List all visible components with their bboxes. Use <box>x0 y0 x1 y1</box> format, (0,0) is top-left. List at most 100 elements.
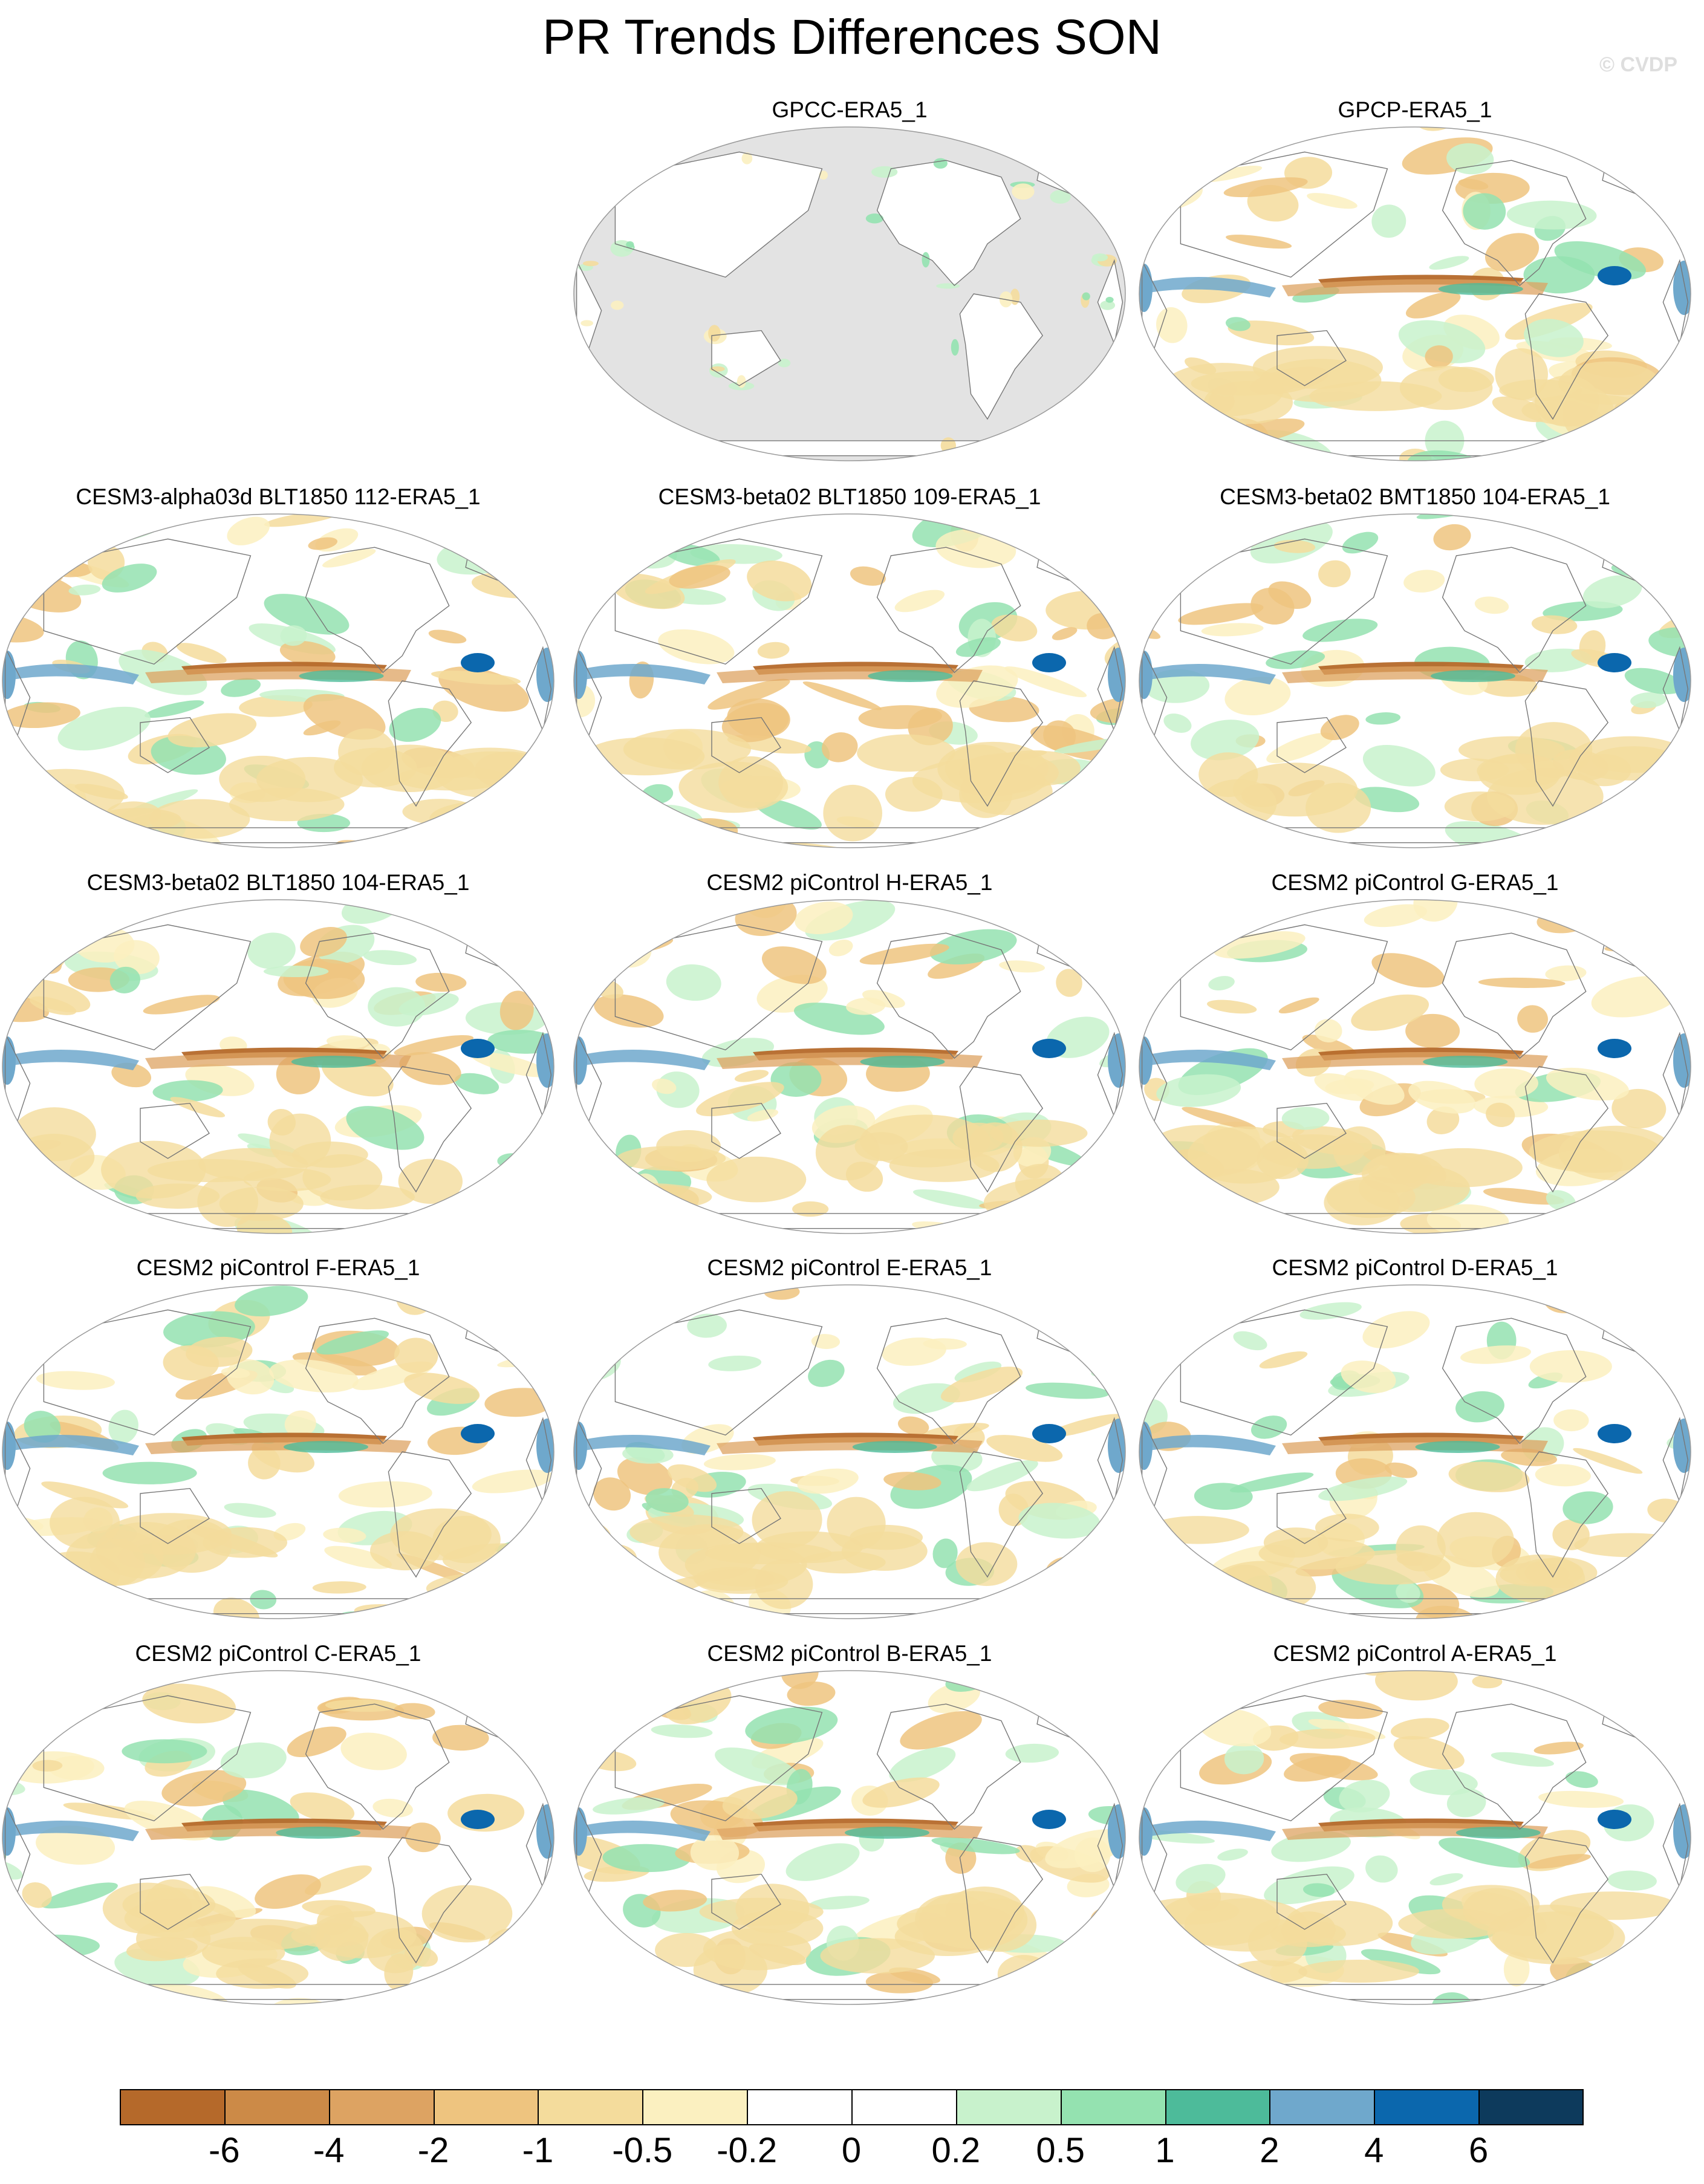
anomaly-patch <box>1307 193 1358 209</box>
coastline-south-america <box>1524 1837 1609 1964</box>
anomaly-patch <box>808 1896 870 1909</box>
anomaly-patch <box>1206 999 1257 1014</box>
anomaly-patch <box>687 1313 727 1338</box>
anomaly-patch <box>303 694 386 740</box>
anomaly-patch <box>220 1742 287 1779</box>
anomaly-patch <box>658 629 735 665</box>
cvdp-watermark: © CVDP <box>1599 53 1677 76</box>
anomaly-patch <box>1425 345 1453 368</box>
wet-band-east-pacific <box>1455 1827 1541 1839</box>
anomaly-patch <box>399 1051 461 1085</box>
anomaly-patch <box>472 1469 554 1493</box>
anomaly-patch <box>1529 1130 1662 1173</box>
map-panel: CESM3-beta02 BMT1850 104-ERA5_1 <box>1137 484 1693 865</box>
anomaly-patch <box>368 987 426 1027</box>
anomaly-patch <box>518 1308 554 1346</box>
anomaly-patch <box>1224 677 1291 716</box>
coastline-asia <box>1180 924 1388 1051</box>
anomaly-patch <box>1460 1345 1531 1364</box>
anomaly-patch <box>643 1890 707 1912</box>
colorbar-tick-label: -1 <box>522 2131 554 2170</box>
anomaly-patch <box>338 1481 432 1508</box>
anomaly-patch <box>822 732 858 762</box>
coastline-australia <box>711 1102 781 1159</box>
anomaly-patch <box>184 847 211 848</box>
anomaly-patch <box>574 1134 599 1175</box>
anomaly-patch <box>1587 137 1636 161</box>
anomaly-patch <box>1410 1769 1478 1795</box>
anomaly-patch <box>437 747 542 779</box>
coastline-north-america <box>1442 160 1587 287</box>
anomaly-patch <box>932 1538 958 1568</box>
anomaly-patch <box>1385 1462 1417 1478</box>
anomaly-patch <box>296 1668 328 1669</box>
anomaly-patch <box>1320 715 1359 741</box>
panel-title: CESM2 piControl A-ERA5_1 <box>1273 1641 1557 1666</box>
anomaly-patch <box>520 900 554 914</box>
anomaly-patch <box>287 1726 346 1758</box>
anomaly-patch <box>400 1986 461 2004</box>
anomaly-patch <box>1582 575 1642 608</box>
anomaly-patch <box>828 940 853 957</box>
colorbar-box <box>120 2089 225 2125</box>
map-panel: CESM2 piControl H-ERA5_1 <box>571 869 1128 1250</box>
coastline-south-america <box>1524 1451 1609 1578</box>
anomaly-patch <box>795 902 853 934</box>
anomaly-patch <box>1198 752 1258 798</box>
anomaly-patch <box>706 1156 807 1203</box>
anomaly-patch <box>1371 204 1406 238</box>
anomaly-patch <box>802 681 882 710</box>
anomaly-patch <box>1439 1838 1530 1868</box>
anomaly-patch <box>983 1178 1116 1227</box>
anomaly-patch <box>1607 1870 1657 1891</box>
anomaly-patch <box>1426 1106 1460 1134</box>
anomaly-patch <box>1139 833 1168 848</box>
anomaly-patch <box>1463 1888 1530 1932</box>
anomaly-patch <box>1139 1706 1217 1724</box>
anomaly-patch <box>1497 1227 1535 1233</box>
anomaly-patch <box>85 900 125 923</box>
anomaly-patch <box>197 1176 259 1227</box>
anomaly-patch <box>1539 125 1590 128</box>
anomaly-patch <box>1208 976 1235 991</box>
anomaly-patch <box>952 1122 1004 1153</box>
coastline-north-america <box>305 1703 450 1830</box>
anomaly-patch <box>1517 1005 1548 1033</box>
anomaly-patch <box>2 612 44 643</box>
anomaly-patch <box>889 1149 1000 1182</box>
coastline-north-america <box>876 547 1021 674</box>
anomaly-patch <box>893 1383 960 1414</box>
wet-band-indian-ocean <box>584 664 711 684</box>
colorbar-box <box>1374 2089 1480 2125</box>
anomaly-patch <box>850 566 886 586</box>
anomaly-patch <box>1365 1855 1398 1883</box>
anomaly-patch <box>312 1581 366 1594</box>
anomaly-patch <box>815 1125 880 1181</box>
wet-band-east-pacific <box>868 670 953 682</box>
coastline-south-america <box>1524 1066 1609 1193</box>
anomaly-patch <box>1477 754 1565 788</box>
anomaly-patch <box>2 1291 48 1306</box>
colorbar <box>120 2089 1584 2125</box>
anomaly-patch <box>1018 1503 1101 1539</box>
map-panel: CESM3-alpha03d BLT1850 112-ERA5_1 <box>0 484 556 865</box>
colorbar-tick-label: -6 <box>209 2131 240 2170</box>
robinson-map <box>1139 1670 1691 2005</box>
anomaly-patch <box>1661 532 1691 565</box>
anomaly-patch <box>897 1416 929 1435</box>
anomaly-patch <box>1429 1873 1463 1886</box>
anomaly-patch <box>415 972 467 992</box>
anomaly-patch <box>426 1572 554 1605</box>
anomaly-patch <box>1218 1564 1272 1608</box>
anomaly-patch <box>1574 1533 1688 1558</box>
wet-band-indian-ocean <box>12 1050 139 1070</box>
anomaly-patch <box>2 1506 4 1520</box>
wet-band-indian-ocean <box>584 1821 711 1841</box>
wet-band-indian-ocean <box>1149 1821 1276 1841</box>
coastline-north-america <box>876 1318 1021 1445</box>
anomaly-patch <box>256 756 363 802</box>
anomaly-patch <box>819 171 828 180</box>
anomaly-patch <box>542 569 554 595</box>
anomaly-patch <box>708 1355 762 1371</box>
anomaly-patch <box>623 729 751 770</box>
